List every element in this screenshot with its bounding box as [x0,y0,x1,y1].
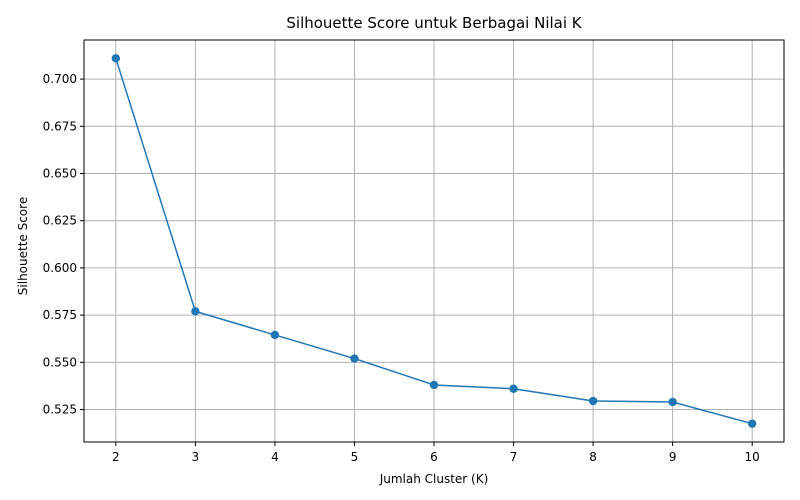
x-tick-label: 3 [192,450,200,464]
data-point [429,380,439,390]
data-point [111,54,121,63]
x-tick-label: 2 [112,450,120,464]
x-axis-label: Jumlah Cluster (K) [379,472,489,486]
data-point [668,397,677,407]
y-tick-label: 0.525 [43,403,77,417]
y-tick-label: 0.625 [43,214,77,228]
x-tick-label: 4 [271,450,279,464]
data-point [270,330,280,340]
x-tick-label: 6 [430,450,438,464]
data-point [191,307,200,316]
y-tick-label: 0.675 [43,119,77,133]
data-point [588,396,598,406]
y-tick-label: 0.600 [43,261,77,275]
y-tick-label: 0.575 [43,308,77,322]
x-tick-label: 9 [669,450,677,464]
data-point [747,419,757,428]
series-layer [111,54,757,428]
chart-title: Silhouette Score untuk Berbagai Nilai K [286,14,582,32]
x-tick-label: 5 [351,450,359,464]
y-tick-label: 0.550 [43,355,77,369]
data-point [350,354,359,363]
data-point [509,384,518,393]
grid-layer [84,40,784,442]
x-tick-label: 7 [510,450,518,464]
y-tick-label: 0.650 [43,166,77,180]
y-tick-label: 0.700 [43,72,77,86]
x-tick-label: 10 [745,450,760,464]
ticks-layer: 2 3 4 5 6 7 8 9 10 0.525 0.550 0.575 0.600 0.625 0.650… [43,72,760,464]
x-tick-label: 8 [589,450,597,464]
y-axis-label: Silhouette Score [16,197,30,295]
